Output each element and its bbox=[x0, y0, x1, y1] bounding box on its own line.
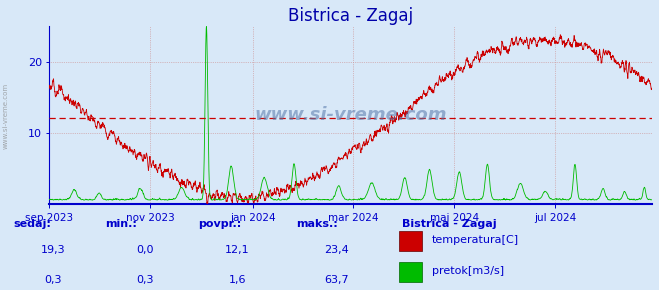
Text: 1,6: 1,6 bbox=[229, 276, 246, 285]
Text: maks.:: maks.: bbox=[297, 219, 338, 229]
Title: Bistrica - Zagaj: Bistrica - Zagaj bbox=[289, 7, 413, 25]
Text: Bistrica - Zagaj: Bistrica - Zagaj bbox=[402, 219, 497, 229]
Text: 23,4: 23,4 bbox=[324, 245, 349, 255]
Bar bbox=[399, 262, 422, 282]
Text: 0,3: 0,3 bbox=[136, 276, 154, 285]
Text: temperatura[C]: temperatura[C] bbox=[432, 235, 519, 245]
Text: www.si-vreme.com: www.si-vreme.com bbox=[254, 106, 447, 124]
Text: sedaj:: sedaj: bbox=[13, 219, 51, 229]
Text: 63,7: 63,7 bbox=[324, 276, 349, 285]
Text: 19,3: 19,3 bbox=[40, 245, 65, 255]
Text: www.si-vreme.com: www.si-vreme.com bbox=[2, 83, 9, 149]
Text: 0,0: 0,0 bbox=[136, 245, 154, 255]
Bar bbox=[399, 231, 422, 251]
Text: povpr.:: povpr.: bbox=[198, 219, 241, 229]
Text: 12,1: 12,1 bbox=[225, 245, 250, 255]
Text: min.:: min.: bbox=[105, 219, 137, 229]
Text: pretok[m3/s]: pretok[m3/s] bbox=[432, 266, 503, 276]
Text: 0,3: 0,3 bbox=[44, 276, 61, 285]
